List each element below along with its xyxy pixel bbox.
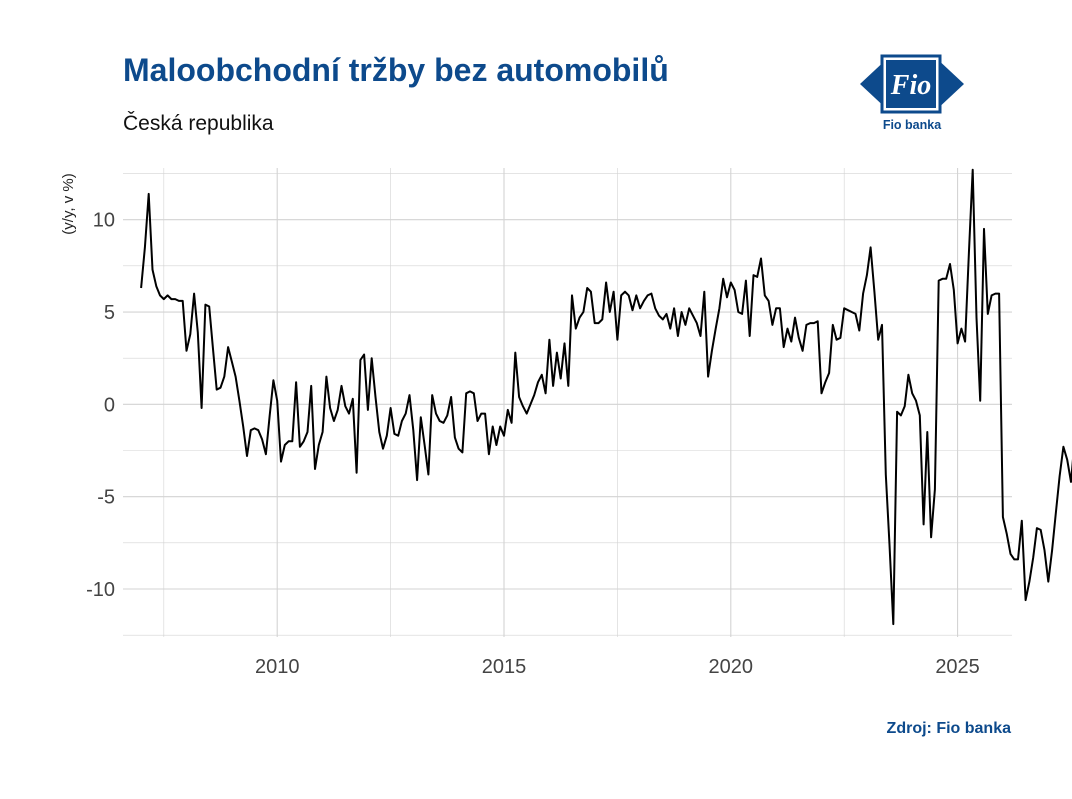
- x-tick-label: 2015: [482, 656, 527, 678]
- chart-subtitle: Česká republika: [123, 112, 274, 135]
- y-axis-ticks: -10 -5 0 5 10: [86, 210, 115, 601]
- x-tick-label: 2010: [255, 656, 300, 678]
- source-note: Zdroj: Fio banka: [886, 720, 1011, 737]
- y-tick-label: 5: [104, 302, 115, 324]
- y-axis-label: (y/y, v %): [60, 173, 77, 234]
- y-tick-label: 10: [93, 210, 115, 232]
- fio-banka-logo: Fio Fio banka: [856, 50, 968, 136]
- y-tick-label: -5: [97, 487, 115, 509]
- x-tick-label: 2025: [935, 656, 980, 678]
- logo-mark-text: Fio: [890, 70, 931, 101]
- fio-logo-mark: Fio: [860, 54, 964, 114]
- x-axis-ticks: 2010 2015 2020 2025: [255, 656, 980, 678]
- x-tick-label: 2020: [709, 656, 754, 678]
- grid-major: [123, 168, 1012, 637]
- y-tick-label: -10: [86, 579, 115, 601]
- series-line: [140, 168, 1072, 626]
- y-tick-label: 0: [104, 394, 115, 416]
- grid-minor: [123, 168, 1012, 637]
- logo-caption: Fio banka: [882, 118, 942, 132]
- chart-title: Maloobchodní tržby bez automobilů: [123, 52, 669, 88]
